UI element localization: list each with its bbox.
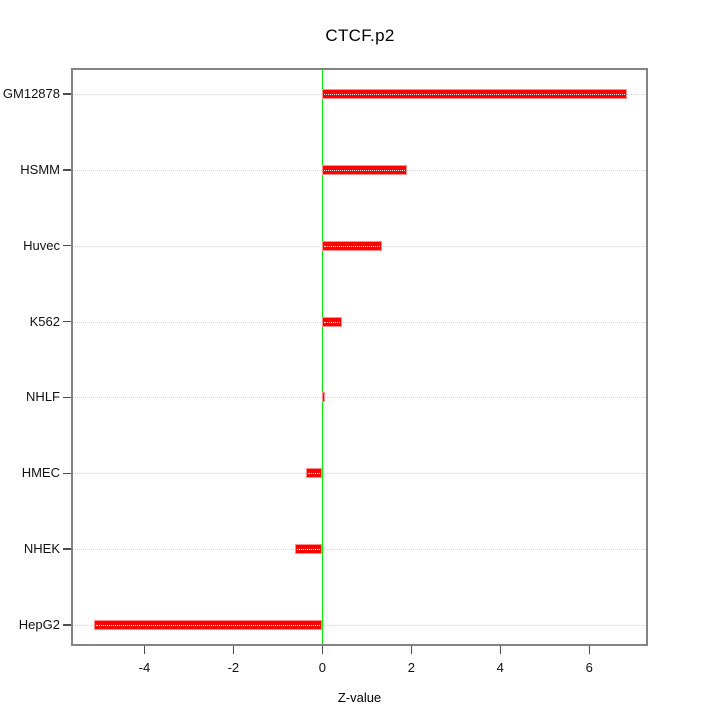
bar-gm12878 xyxy=(322,89,627,99)
y-axis-label-hmec: HMEC xyxy=(21,465,60,481)
gridline-nhlf xyxy=(71,397,648,399)
y-axis-tick xyxy=(63,548,71,550)
x-axis-tick xyxy=(499,646,502,654)
bar-nhek xyxy=(294,544,323,555)
y-axis-tick xyxy=(63,169,71,171)
y-axis-label-gm12878: GM12878 xyxy=(2,86,60,101)
x-axis-tick xyxy=(232,646,235,654)
plot-area xyxy=(71,68,648,646)
gridline-hmec xyxy=(71,473,648,475)
x-axis-tick-label: 4 xyxy=(496,660,504,675)
x-axis-tick xyxy=(321,646,324,654)
bar-center-dots xyxy=(324,94,625,95)
bar-hsmm xyxy=(322,164,407,175)
gridline-hepg2 xyxy=(71,625,648,626)
y-axis-label-nhlf: NHLF xyxy=(26,389,60,405)
x-axis-tick xyxy=(410,646,413,654)
x-axis-title: Z-value xyxy=(337,690,382,705)
x-axis-tick-label: -4 xyxy=(138,660,151,675)
y-axis-tick xyxy=(63,624,71,626)
y-axis-tick xyxy=(63,93,71,95)
bar-center-dots xyxy=(296,549,321,551)
x-axis-tick xyxy=(588,646,591,654)
y-axis-tick xyxy=(63,472,71,475)
zero-reference-line xyxy=(321,68,324,646)
x-axis-tick-label: 2 xyxy=(407,660,415,675)
chart-title: CTCF.p2 xyxy=(325,26,395,45)
bar-center-dots xyxy=(324,321,341,323)
x-axis-tick xyxy=(143,646,146,654)
y-axis-tick xyxy=(63,320,71,323)
bar-hepg2 xyxy=(93,620,323,630)
bar-nhlf xyxy=(322,392,325,403)
bar-center-dots xyxy=(324,169,405,171)
y-axis-label-nhek: NHEK xyxy=(23,541,60,557)
bar-hmec xyxy=(306,468,323,479)
bar-k562 xyxy=(322,316,343,327)
x-axis-tick-label: 6 xyxy=(585,660,593,675)
y-axis-tick xyxy=(63,396,71,399)
y-axis-label-hepg2: HepG2 xyxy=(18,617,60,632)
x-axis-tick-label: 0 xyxy=(318,660,326,675)
y-axis-label-huvec: Huvec xyxy=(23,237,60,253)
y-axis-label-k562: K562 xyxy=(29,313,60,329)
gridline-nhek xyxy=(71,549,648,551)
x-axis-tick-label: -2 xyxy=(227,660,240,675)
bar-huvec xyxy=(322,240,383,251)
bar-center-dots xyxy=(308,473,321,475)
gridline-k562 xyxy=(71,321,648,323)
bar-center-dots xyxy=(95,625,321,626)
y-axis-label-hsmm: HSMM xyxy=(20,161,60,177)
bar-center-dots xyxy=(324,245,381,247)
y-axis-tick xyxy=(63,244,71,247)
